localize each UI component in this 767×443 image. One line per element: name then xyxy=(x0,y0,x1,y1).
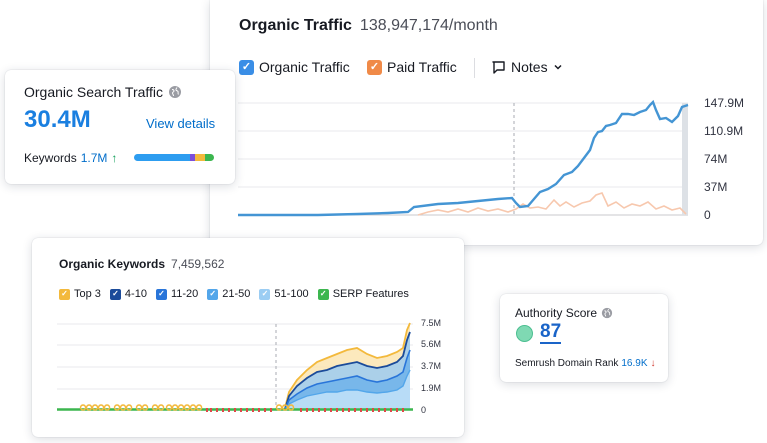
keywords-bar-segment-1 xyxy=(134,154,190,161)
traffic-y-tick-0: 147.9M xyxy=(704,96,745,110)
search-traffic-value: 30.4M xyxy=(24,106,91,133)
keywords-y-tick-3: 1.9M xyxy=(421,383,442,393)
keywords-bar-segment-3 xyxy=(195,154,205,161)
globe-icon xyxy=(601,307,613,319)
organic-legend-label: Organic Traffic xyxy=(259,59,350,75)
search-traffic-title: Organic Search Traffic xyxy=(24,84,164,100)
organic-checkbox[interactable]: ✓ xyxy=(239,59,254,75)
organic-traffic-card: Organic Traffic 138,947,174/month ✓ Orga… xyxy=(210,0,763,245)
keywords-card-title: Organic Keywords xyxy=(59,257,166,271)
authority-score-value[interactable]: 87 xyxy=(540,321,562,344)
21-50-checkbox[interactable]: ✓ xyxy=(207,288,219,300)
domain-rank-value: 16.9K xyxy=(621,358,648,369)
organic-search-traffic-card: Organic Search Traffic 30.4M View detail… xyxy=(5,70,235,184)
keywords-chart xyxy=(57,322,413,412)
legend-top3[interactable]: ✓ Top 3 xyxy=(59,288,101,300)
legend-21-50[interactable]: ✓ 21-50 xyxy=(207,288,250,300)
paid-traffic-toggle[interactable]: ✓ Paid Traffic xyxy=(367,59,457,75)
paid-checkbox[interactable]: ✓ xyxy=(367,59,382,75)
legend-serp-label: SERP Features xyxy=(332,288,409,300)
legend-top3-label: Top 3 xyxy=(74,288,101,300)
keywords-trend-arrow: ↑ xyxy=(111,151,118,165)
keywords-distribution-bar xyxy=(134,154,214,161)
traffic-y-tick-1: 110.9M xyxy=(704,124,744,138)
notes-label: Notes xyxy=(511,59,548,75)
legend-21-50-label: 21-50 xyxy=(222,288,251,300)
domain-rank-label: Semrush Domain Rank xyxy=(515,358,619,369)
globe-icon xyxy=(169,86,182,98)
traffic-value: 138,947,174/month xyxy=(359,17,498,34)
keywords-value: 1.7M xyxy=(80,151,108,165)
keywords-y-tick-4: 0 xyxy=(421,405,427,415)
traffic-y-tick-2: 74M xyxy=(704,152,728,166)
legend-51-100-label: 51-100 xyxy=(274,288,309,300)
51-100-checkbox[interactable]: ✓ xyxy=(259,288,271,300)
traffic-title: Organic Traffic xyxy=(239,17,352,34)
4-10-checkbox[interactable]: ✓ xyxy=(109,288,121,300)
notes-dropdown[interactable]: Notes xyxy=(491,59,563,75)
keywords-y-tick-1: 5.6M xyxy=(421,339,442,349)
notes-icon xyxy=(492,60,505,74)
keywords-label: Keywords xyxy=(24,151,77,165)
traffic-y-tick-4: 0 xyxy=(704,208,711,222)
keywords-bar-segment-4 xyxy=(205,154,214,161)
view-details-link[interactable]: View details xyxy=(146,116,216,131)
legend-11-20-label: 11-20 xyxy=(170,288,199,300)
legend-divider xyxy=(474,58,475,78)
authority-score-card: Authority Score 87 Semrush Domain Rank 1… xyxy=(500,294,668,382)
organic-keywords-card: Organic Keywords 7,459,562 ✓ Top 3 ✓ 4-10 … xyxy=(32,238,464,437)
authority-title: Authority Score xyxy=(515,306,598,320)
legend-11-20[interactable]: ✓ 11-20 xyxy=(155,288,199,300)
chevron-down-icon xyxy=(554,64,562,70)
authority-score-indicator xyxy=(516,325,533,342)
keywords-y-tick-0: 7.5M xyxy=(421,318,442,328)
legend-4-10[interactable]: ✓ 4-10 xyxy=(109,288,147,300)
keywords-legend: ✓ Top 3 ✓ 4-10 ✓ 11-20 ✓ 21-50 ✓ 51-100 ✓ SERP… xyxy=(59,288,418,300)
domain-rank-trend-arrow: ↓ xyxy=(650,358,656,369)
serp-checkbox[interactable]: ✓ xyxy=(317,288,329,300)
keywords-card-value: 7,459,562 xyxy=(171,257,225,271)
keywords-y-tick-2: 3.7M xyxy=(421,361,442,371)
traffic-chart xyxy=(238,99,689,217)
paid-legend-label: Paid Traffic xyxy=(387,59,457,75)
organic-traffic-toggle[interactable]: ✓ Organic Traffic xyxy=(239,59,350,75)
legend-4-10-label: 4-10 xyxy=(124,288,147,300)
11-20-checkbox[interactable]: ✓ xyxy=(155,288,167,300)
keywords-bar-segment-2 xyxy=(190,154,195,161)
legend-serp-features[interactable]: ✓ SERP Features xyxy=(317,288,409,300)
top3-checkbox[interactable]: ✓ xyxy=(59,288,70,300)
traffic-y-tick-3: 37M xyxy=(704,180,728,194)
legend-51-100[interactable]: ✓ 51-100 xyxy=(259,288,309,300)
